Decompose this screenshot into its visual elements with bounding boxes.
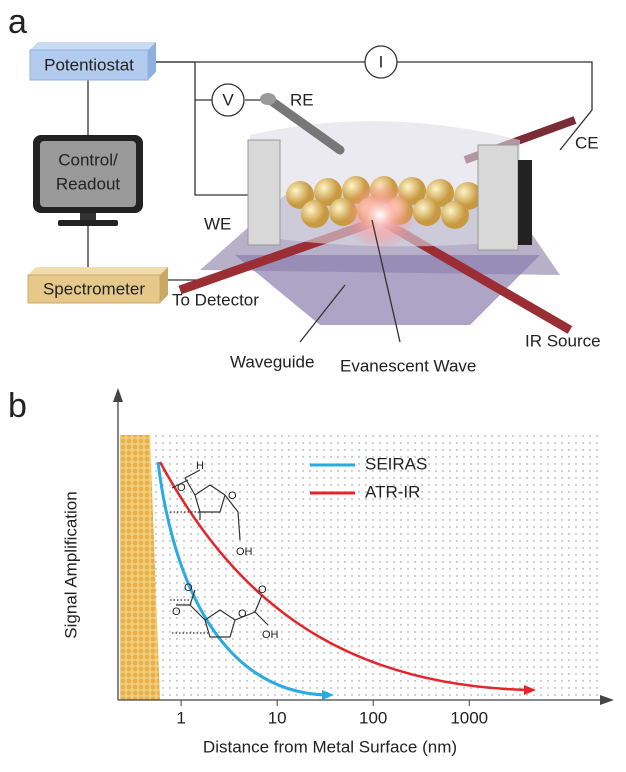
x-tick-label: 100 xyxy=(359,708,387,727)
atom: O xyxy=(238,608,247,620)
current-label: I xyxy=(379,52,384,71)
we-label: WE xyxy=(204,214,231,233)
re-label: RE xyxy=(290,90,314,109)
potentiostat-label: Potentiostat xyxy=(44,55,134,74)
ce-label: CE xyxy=(575,133,599,152)
detector-label: To Detector xyxy=(172,290,259,309)
y-axis-label: Signal Amplification xyxy=(61,491,80,638)
wires xyxy=(87,61,593,281)
atr-curve xyxy=(158,461,529,692)
axes xyxy=(113,388,614,705)
control-label: Readout xyxy=(56,174,121,193)
legend-label: ATR-IR xyxy=(365,482,420,501)
spectrometer-label: Spectrometer xyxy=(43,279,145,298)
atom: H xyxy=(196,460,204,472)
atom: OH xyxy=(262,629,279,641)
voltmeter xyxy=(211,83,245,117)
ir-source-label: IR Source xyxy=(525,331,601,350)
legend: SEIRAS ATR-IR xyxy=(310,454,427,501)
evanescent-label: Evanescent Wave xyxy=(340,356,476,375)
ammeter xyxy=(364,45,398,79)
x-tick-label: 1000 xyxy=(450,708,488,727)
arrowhead xyxy=(524,685,536,695)
atom: O xyxy=(177,482,186,494)
x-tick-label: 1 xyxy=(176,708,185,727)
voltage-label: V xyxy=(222,90,234,109)
arrowhead xyxy=(322,690,334,700)
legend-label: SEIRAS xyxy=(365,454,427,473)
potentiostat xyxy=(29,42,156,81)
x-tick-label: 10 xyxy=(268,708,287,727)
waveguide-label: Waveguide xyxy=(230,352,314,371)
atom: O xyxy=(228,490,237,502)
metal-surface xyxy=(120,435,160,700)
atom: O xyxy=(258,584,267,596)
seiras-curve xyxy=(156,461,326,697)
atom: OH xyxy=(236,546,253,558)
atom-labels: H O O OH O O O O OH xyxy=(172,460,279,641)
cell xyxy=(178,93,577,343)
x-axis-label: Distance from Metal Surface (nm) xyxy=(203,737,457,756)
atom: O xyxy=(184,582,193,594)
monitor xyxy=(33,135,143,226)
spectrometer xyxy=(27,267,168,304)
control-label: Control/ xyxy=(58,150,118,169)
panel-label: a xyxy=(8,3,27,41)
panel-label: b xyxy=(8,387,27,425)
atom: O xyxy=(172,606,181,618)
molecules xyxy=(170,469,269,638)
